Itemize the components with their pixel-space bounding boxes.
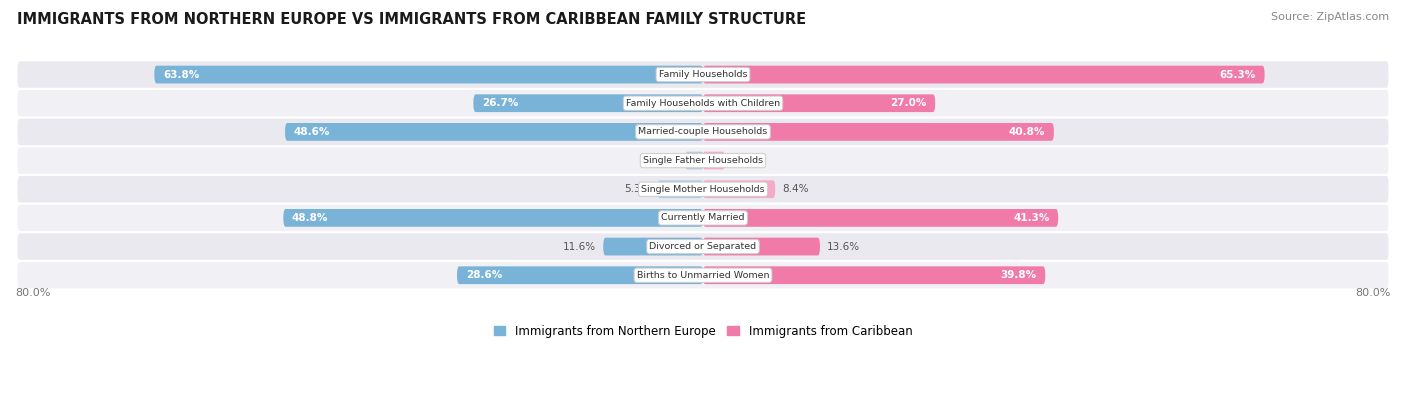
FancyBboxPatch shape [703, 238, 820, 256]
FancyBboxPatch shape [703, 209, 1059, 227]
Text: Births to Unmarried Women: Births to Unmarried Women [637, 271, 769, 280]
FancyBboxPatch shape [703, 266, 1045, 284]
Text: IMMIGRANTS FROM NORTHERN EUROPE VS IMMIGRANTS FROM CARIBBEAN FAMILY STRUCTURE: IMMIGRANTS FROM NORTHERN EUROPE VS IMMIG… [17, 12, 806, 27]
Text: 27.0%: 27.0% [890, 98, 927, 108]
Text: Married-couple Households: Married-couple Households [638, 128, 768, 136]
FancyBboxPatch shape [18, 176, 1388, 202]
Text: 28.6%: 28.6% [465, 270, 502, 280]
FancyBboxPatch shape [703, 181, 775, 198]
Text: 13.6%: 13.6% [827, 242, 860, 252]
Text: 80.0%: 80.0% [1355, 288, 1391, 298]
FancyBboxPatch shape [603, 238, 703, 256]
FancyBboxPatch shape [703, 123, 1054, 141]
Text: 41.3%: 41.3% [1014, 213, 1050, 223]
Text: 5.3%: 5.3% [624, 184, 651, 194]
Text: 65.3%: 65.3% [1220, 70, 1256, 79]
Text: Single Mother Households: Single Mother Households [641, 185, 765, 194]
FancyBboxPatch shape [703, 152, 724, 169]
FancyBboxPatch shape [18, 233, 1388, 260]
Text: Family Households: Family Households [659, 70, 747, 79]
FancyBboxPatch shape [18, 262, 1388, 288]
Text: 48.6%: 48.6% [294, 127, 330, 137]
Text: 2.5%: 2.5% [731, 156, 758, 166]
FancyBboxPatch shape [18, 90, 1388, 117]
FancyBboxPatch shape [703, 94, 935, 112]
FancyBboxPatch shape [658, 181, 703, 198]
FancyBboxPatch shape [686, 152, 703, 169]
Legend: Immigrants from Northern Europe, Immigrants from Caribbean: Immigrants from Northern Europe, Immigra… [489, 320, 917, 342]
Text: 2.0%: 2.0% [652, 156, 679, 166]
FancyBboxPatch shape [18, 119, 1388, 145]
FancyBboxPatch shape [703, 66, 1264, 83]
Text: Source: ZipAtlas.com: Source: ZipAtlas.com [1271, 12, 1389, 22]
FancyBboxPatch shape [18, 205, 1388, 231]
FancyBboxPatch shape [474, 94, 703, 112]
Text: Family Households with Children: Family Households with Children [626, 99, 780, 108]
FancyBboxPatch shape [284, 209, 703, 227]
FancyBboxPatch shape [457, 266, 703, 284]
Text: 40.8%: 40.8% [1010, 127, 1045, 137]
FancyBboxPatch shape [18, 61, 1388, 88]
Text: 80.0%: 80.0% [15, 288, 51, 298]
Text: Single Father Households: Single Father Households [643, 156, 763, 165]
Text: 26.7%: 26.7% [482, 98, 519, 108]
Text: Currently Married: Currently Married [661, 213, 745, 222]
Text: 8.4%: 8.4% [782, 184, 808, 194]
Text: 48.8%: 48.8% [292, 213, 328, 223]
Text: 11.6%: 11.6% [564, 242, 596, 252]
Text: 63.8%: 63.8% [163, 70, 200, 79]
Text: 39.8%: 39.8% [1001, 270, 1036, 280]
Text: Divorced or Separated: Divorced or Separated [650, 242, 756, 251]
FancyBboxPatch shape [285, 123, 703, 141]
FancyBboxPatch shape [18, 147, 1388, 174]
FancyBboxPatch shape [155, 66, 703, 83]
